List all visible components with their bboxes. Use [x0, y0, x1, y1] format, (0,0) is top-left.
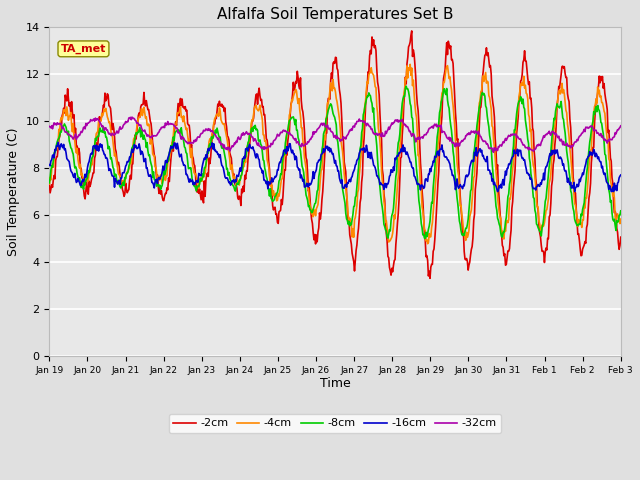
- -4cm: [617, 216, 625, 222]
- -8cm: [421, 236, 429, 241]
- -8cm: [173, 128, 180, 134]
- -32cm: [115, 130, 122, 136]
- -32cm: [173, 125, 181, 131]
- -8cm: [56, 132, 63, 138]
- -32cm: [617, 123, 625, 129]
- -16cm: [204, 149, 211, 155]
- -4cm: [45, 181, 53, 187]
- -32cm: [204, 128, 211, 133]
- -32cm: [406, 129, 413, 134]
- -8cm: [45, 180, 53, 186]
- -32cm: [45, 123, 53, 129]
- -4cm: [203, 158, 211, 164]
- Line: -32cm: -32cm: [49, 117, 621, 152]
- -16cm: [56, 143, 64, 148]
- -32cm: [128, 114, 136, 120]
- -16cm: [617, 172, 625, 178]
- -2cm: [173, 122, 180, 128]
- -2cm: [56, 134, 63, 140]
- -2cm: [426, 276, 434, 281]
- -16cm: [115, 178, 123, 183]
- -2cm: [45, 180, 53, 186]
- -16cm: [406, 156, 413, 162]
- Line: -2cm: -2cm: [49, 31, 621, 278]
- -2cm: [203, 172, 211, 178]
- -8cm: [617, 208, 625, 214]
- -32cm: [490, 149, 497, 155]
- Legend: -2cm, -4cm, -8cm, -16cm, -32cm: -2cm, -4cm, -8cm, -16cm, -32cm: [169, 414, 501, 433]
- -8cm: [423, 234, 431, 240]
- -16cm: [422, 176, 430, 181]
- Text: TA_met: TA_met: [61, 44, 106, 54]
- X-axis label: Time: Time: [319, 377, 351, 390]
- -2cm: [617, 234, 625, 240]
- Line: -8cm: -8cm: [49, 86, 621, 239]
- -2cm: [422, 254, 430, 260]
- -16cm: [493, 189, 501, 194]
- -8cm: [203, 156, 211, 161]
- -32cm: [422, 132, 430, 138]
- Y-axis label: Soil Temperature (C): Soil Temperature (C): [7, 127, 20, 256]
- -4cm: [173, 119, 180, 125]
- -8cm: [115, 178, 122, 183]
- -4cm: [115, 171, 122, 177]
- Title: Alfalfa Soil Temperatures Set B: Alfalfa Soil Temperatures Set B: [217, 7, 453, 22]
- -4cm: [422, 238, 430, 244]
- -4cm: [424, 241, 431, 247]
- -4cm: [406, 61, 414, 67]
- -2cm: [115, 159, 122, 165]
- -16cm: [173, 141, 181, 146]
- -2cm: [404, 44, 412, 50]
- -16cm: [45, 162, 53, 168]
- -4cm: [404, 65, 412, 71]
- -32cm: [56, 120, 63, 126]
- -8cm: [406, 94, 413, 99]
- -16cm: [54, 139, 62, 145]
- Line: -4cm: -4cm: [49, 64, 621, 244]
- Line: -16cm: -16cm: [49, 142, 621, 192]
- -2cm: [408, 28, 415, 34]
- -4cm: [56, 128, 63, 133]
- -8cm: [403, 84, 410, 89]
